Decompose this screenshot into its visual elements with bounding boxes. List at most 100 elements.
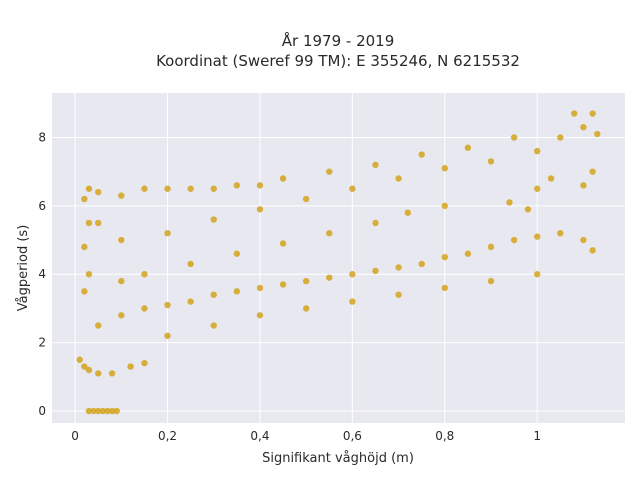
scatter-point [506,199,513,206]
scatter-point [404,209,412,216]
scatter-point [141,185,148,192]
scatter-point [164,230,171,237]
scatter-point [118,312,125,319]
y-tick-label: 4 [38,267,46,281]
chart-title-line1: År 1979 - 2019 [282,31,395,50]
scatter-point [326,168,333,175]
scatter-point [118,277,125,285]
scatter-point [580,123,587,131]
scatter-point [210,291,217,298]
scatter-point [534,271,541,278]
scatter-point [85,271,93,278]
y-tick-label: 2 [38,336,46,350]
scatter-point [81,363,88,370]
scatter-points [76,110,601,415]
x-axis-label: Signifikant våghöjd (m) [262,451,414,466]
scatter-point [547,175,555,182]
y-tick-label: 8 [38,130,46,144]
scatter-point [589,247,596,254]
scatter-point [510,236,518,244]
scatter-point [81,288,88,295]
scatter-point [210,322,217,329]
scatter-point [464,144,472,151]
scatter-point [141,305,148,312]
scatter-point [99,407,107,415]
scatter-point [256,284,264,292]
scatter-point [302,277,310,285]
scatter-point [81,243,88,251]
scatter-point [372,267,379,275]
scatter-point [570,110,578,117]
scatter-point [349,185,356,192]
scatter-point [279,281,287,288]
scatter-point [395,291,402,298]
scatter-point [589,110,596,117]
scatter-point [580,182,587,189]
x-tick-label: 0 [71,429,79,443]
scatter-point [141,359,148,367]
scatter-point [441,253,448,261]
y-tick-label: 0 [38,404,46,418]
scatter-point [76,356,83,363]
scatter-point [395,175,402,182]
scatter-point [113,407,120,415]
scatter-point [95,188,102,196]
scatter-point [441,284,448,292]
scatter-point [164,332,171,339]
scatter-point [187,260,194,268]
scatter-point [279,175,287,182]
scatter-point [164,185,171,192]
x-tick-label: 0,4 [250,429,269,443]
x-axis-ticks: 0 0,2 0,4 0,6 0,8 1 [71,429,541,443]
scatter-point [557,134,564,141]
scatter-point [85,366,93,374]
scatter-point [104,407,111,415]
scatter-point [141,271,148,278]
scatter-point [81,195,88,203]
x-tick-label: 0,2 [158,429,177,443]
scatter-point [95,370,102,377]
scatter-point [372,161,379,169]
scatter-point [108,407,116,415]
scatter-point [210,216,217,223]
scatter-point [418,260,425,268]
scatter-point [580,236,587,244]
scatter-point [90,407,97,415]
scatter-point [487,158,495,165]
scatter-point [487,277,495,285]
scatter-point [233,288,241,295]
scatter-point [233,182,241,189]
scatter-point [187,185,194,192]
y-axis-label: Vågperiod (s) [16,225,31,312]
scatter-point [127,363,134,370]
x-tick-label: 0,8 [435,429,454,443]
scatter-point [487,243,495,251]
scatter-point [510,134,518,141]
y-axis-ticks: 0 2 4 6 8 [38,130,46,418]
scatter-point [464,250,472,257]
x-tick-label: 1 [533,429,541,443]
scatter-point [164,301,171,309]
scatter-point [557,230,564,237]
scatter-point [187,298,194,305]
scatter-point [95,407,102,415]
x-tick-label: 0,6 [343,429,362,443]
scatter-point [441,202,448,210]
scatter-point [95,322,102,329]
scatter-point [118,236,125,244]
y-tick-label: 6 [38,199,46,213]
scatter-point [302,195,310,203]
chart-title-line2: Koordinat (Sweref 99 TM): E 355246, N 62… [156,52,520,70]
scatter-point [326,230,333,237]
scatter-point [395,264,402,271]
scatter-point [594,130,601,138]
scatter-point [108,370,116,377]
scatter-point [326,274,333,281]
scatter-point [534,185,541,192]
scatter-point [233,250,241,257]
scatter-point [118,192,125,199]
scatter-point [349,298,356,305]
scatter-point [589,168,596,175]
scatter-point [534,233,541,240]
